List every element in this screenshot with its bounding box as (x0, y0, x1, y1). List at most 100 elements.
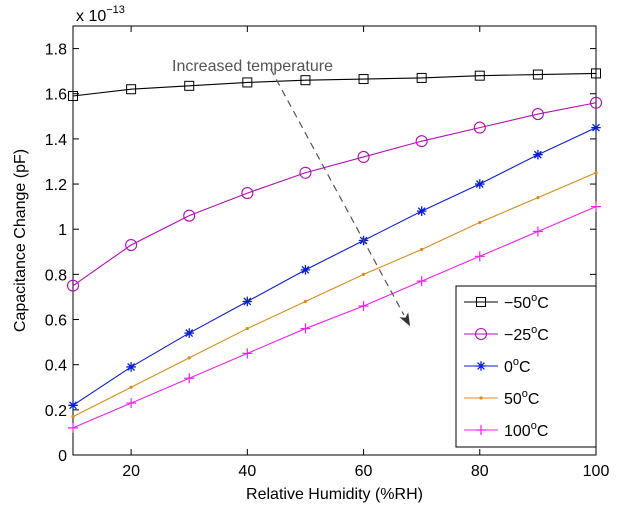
legend-label-unit: C (537, 423, 549, 440)
data-point (474, 179, 485, 189)
data-point (415, 135, 428, 148)
data-point (184, 80, 195, 91)
legend-label: −25oC (504, 324, 549, 344)
data-point (358, 300, 369, 311)
data-point (416, 276, 427, 287)
data-point (125, 238, 138, 252)
data-point (476, 361, 486, 371)
data-point (300, 323, 311, 334)
axes: 20 40 60 80 100 0 0.2 0.4 0.6 0.8 1 1.2 1.4 1.6 1.8 (45, 25, 609, 480)
legend-entry: 0oC (464, 356, 531, 376)
legend-label-value: 50 (504, 391, 522, 408)
data-point (299, 166, 312, 179)
series-line (72, 102, 597, 287)
series-0 (68, 68, 601, 101)
data-point (476, 425, 486, 435)
data-point (357, 150, 370, 164)
y-tick-label: 0.4 (45, 358, 67, 375)
legend-label: 0oC (504, 356, 531, 376)
data-point (420, 247, 424, 252)
data-point (416, 72, 427, 83)
y-axis-multiplier: x 10−13 (76, 4, 125, 25)
legend-label: 50oC (504, 388, 539, 408)
data-point (474, 70, 485, 81)
multiplier-exponent: −13 (106, 4, 125, 16)
y-tick-label: 1.4 (45, 132, 67, 149)
x-tick-label: 60 (355, 463, 373, 480)
legend-label-value: 100 (504, 423, 531, 440)
data-point (474, 327, 488, 341)
data-point (68, 400, 78, 411)
data-point (591, 68, 601, 79)
legend-label-degree: o (522, 388, 528, 400)
legend-label-value: −50 (504, 295, 531, 312)
data-point (68, 90, 78, 101)
y-axis-label: Capacitance Change (pF) (12, 149, 29, 332)
data-point (476, 297, 486, 307)
legend-label: 100oC (504, 420, 548, 440)
plot-frame (72, 25, 597, 456)
data-point (242, 77, 253, 88)
data-point (416, 206, 427, 216)
legend-entry: −50oC (464, 292, 549, 312)
y-tick-label: 0.2 (45, 403, 67, 420)
annotation-arrowhead (399, 312, 411, 327)
legend-entry: 100oC (464, 420, 548, 440)
legend-label-degree: o (513, 356, 519, 368)
data-point (594, 171, 598, 175)
data-point (532, 69, 543, 80)
legend-entry: −25oC (464, 324, 549, 344)
series-line (72, 206, 597, 429)
y-tick-label: 1.6 (45, 87, 67, 104)
legend-label-unit: C (537, 327, 549, 344)
series-line (72, 172, 597, 418)
data-point (129, 385, 133, 389)
data-point (126, 398, 137, 409)
y-tick-label: 1 (58, 222, 67, 239)
x-tick-label: 80 (471, 463, 489, 480)
series-layer (66, 68, 603, 433)
legend-entry: 50oC (464, 388, 539, 408)
data-point (532, 226, 543, 237)
y-tick-label: 1.8 (45, 42, 67, 59)
series-4 (68, 201, 601, 433)
data-point (184, 373, 195, 384)
data-point (66, 279, 80, 292)
y-tick-label: 0.6 (45, 313, 67, 330)
data-point (303, 299, 308, 304)
y-tick-label: 0 (58, 448, 67, 465)
legend-label-degree: o (531, 292, 537, 304)
x-tick-label: 40 (238, 463, 256, 480)
series-line (72, 127, 597, 406)
series-2 (68, 122, 601, 411)
data-point (591, 201, 601, 212)
legend-label-degree: o (531, 324, 537, 336)
data-point (245, 326, 249, 331)
data-point (474, 251, 485, 262)
data-point (531, 108, 544, 121)
legend-label-unit: C (528, 391, 540, 408)
annotation-arrow (270, 68, 405, 316)
series-3 (71, 171, 598, 419)
legend-label: −50oC (504, 292, 549, 312)
legend-label-unit: C (519, 359, 531, 376)
y-tick-label: 0.8 (45, 267, 67, 284)
data-point (300, 265, 311, 275)
annotation-layer: Increased temperature (172, 58, 411, 327)
data-point (183, 209, 196, 222)
data-point (242, 296, 253, 307)
data-point (126, 362, 136, 372)
data-point (358, 74, 369, 85)
data-point (241, 187, 254, 200)
legend-label-value: 0 (504, 359, 513, 376)
x-axis-label: Relative Humidity (%RH) (246, 486, 423, 503)
annotation-label: Increased temperature (172, 58, 333, 75)
data-point (591, 122, 601, 133)
data-point (184, 328, 195, 338)
multiplier-base: x 10 (76, 8, 106, 25)
series-1 (66, 96, 603, 292)
data-point (533, 149, 543, 160)
data-point (361, 272, 366, 276)
